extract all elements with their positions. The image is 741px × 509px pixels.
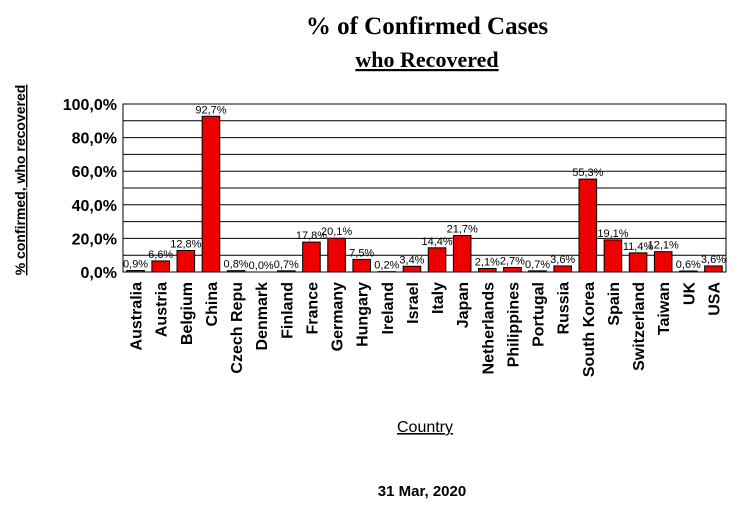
data-label: 55,3% (572, 167, 603, 179)
bar-netherlands (478, 267, 497, 273)
data-label: 14,4% (421, 236, 452, 248)
x-tick-label: Germany (330, 282, 347, 351)
data-label: 0,2% (374, 260, 399, 272)
x-tick-label: Taiwan (656, 282, 673, 335)
x-tick-label: Italy (430, 282, 447, 314)
bar-philippines (503, 266, 522, 273)
bar-spain (603, 239, 623, 273)
data-label: 0,8% (224, 259, 249, 271)
x-tick-label: Denmark (254, 282, 271, 351)
x-tick-label: Portugal (531, 282, 548, 347)
data-label: 0,6% (676, 259, 701, 271)
x-tick-label: Hungary (355, 282, 372, 347)
plot-area-frame (122, 103, 727, 273)
data-label: 11,4% (623, 241, 654, 253)
x-tick-label: Austria (154, 282, 171, 337)
data-label: 0,9% (123, 258, 148, 270)
x-tick-label: Philippines (505, 282, 522, 367)
bar-switzerland (628, 252, 648, 273)
x-tick-label: South Korea (581, 282, 598, 377)
data-labels: 0,9%6,6%12,8%92,7%0,8% 0,0% 0,7%17,8%20,1%… (123, 104, 726, 272)
bar-france (302, 241, 321, 273)
x-tick-label: Russia (556, 282, 573, 335)
data-label: 3,4% (399, 254, 424, 266)
y-tick-label: 100,0% (63, 97, 117, 114)
bar-israel (402, 265, 422, 273)
y-tick-label: 60,0% (72, 164, 117, 181)
y-tick-label: 0,0% (81, 265, 117, 282)
y-tick-label: 20,0% (72, 231, 117, 248)
x-tick-label: Belgium (179, 282, 196, 345)
date-footer: 31 Mar, 2020 (378, 483, 466, 500)
x-tick-label: USA (706, 282, 723, 316)
x-axis-label: Country (397, 419, 453, 436)
data-label: 19,1% (597, 228, 628, 240)
data-label: 92,7% (195, 104, 226, 116)
x-tick-label: France (304, 282, 321, 335)
data-label: 2,7% (500, 255, 525, 267)
bar-germany (327, 237, 346, 273)
data-label: 20,1% (321, 226, 352, 238)
x-axis-ticks: Australia Austria Belgium China Czech Repu De… (129, 282, 724, 378)
x-tick-label: Australia (129, 282, 146, 351)
y-axis-ticks: 0,0% 20,0% 40,0% 60,0% 80,0% 100,0% (63, 97, 117, 282)
bar-italy (427, 247, 447, 273)
data-label: 2,1% (475, 256, 500, 268)
x-tick-label: Spain (606, 282, 623, 326)
chart-subtitle: who Recovered (355, 47, 498, 72)
bar-russia (553, 265, 572, 273)
x-tick-label: Finland (279, 282, 296, 339)
x-tick-label: Ireland (380, 282, 397, 334)
x-tick-label: UK (681, 282, 698, 306)
bar-usa (704, 265, 723, 273)
y-tick-label: 40,0% (72, 198, 117, 215)
y-axis-label: % confirmed, who recovered (12, 85, 28, 276)
x-tick-label: Netherlands (480, 282, 497, 375)
bar-hungary (352, 258, 371, 273)
bar-japan (452, 235, 472, 273)
data-label: 12,1% (648, 240, 679, 252)
x-tick-label: Japan (455, 282, 472, 328)
x-tick-label: China (204, 282, 221, 327)
chart-title: % of Confirmed Cases (306, 13, 549, 40)
bar-south-korea (578, 178, 598, 273)
y-tick-label: 80,0% (72, 131, 117, 148)
bar-belgium (176, 249, 196, 273)
data-label: 0,0% (249, 260, 274, 272)
data-label: 12,8% (170, 238, 201, 250)
data-label: 0,7% (525, 259, 550, 271)
bar-taiwan (653, 251, 673, 273)
data-label: 17,8% (296, 230, 327, 242)
data-label: 6,6% (148, 249, 173, 261)
data-label: 0,7% (274, 259, 299, 271)
data-label: 3,6% (701, 254, 726, 266)
x-tick-label: Israel (405, 282, 422, 324)
bar-austria (151, 260, 170, 273)
data-label: 3,6% (550, 254, 575, 266)
x-tick-label: Switzerland (631, 282, 648, 371)
bar-china (201, 115, 221, 273)
data-label: 21,7% (447, 224, 478, 236)
x-tick-label: Czech Repu (229, 282, 246, 374)
data-label: 7,5% (349, 247, 374, 259)
